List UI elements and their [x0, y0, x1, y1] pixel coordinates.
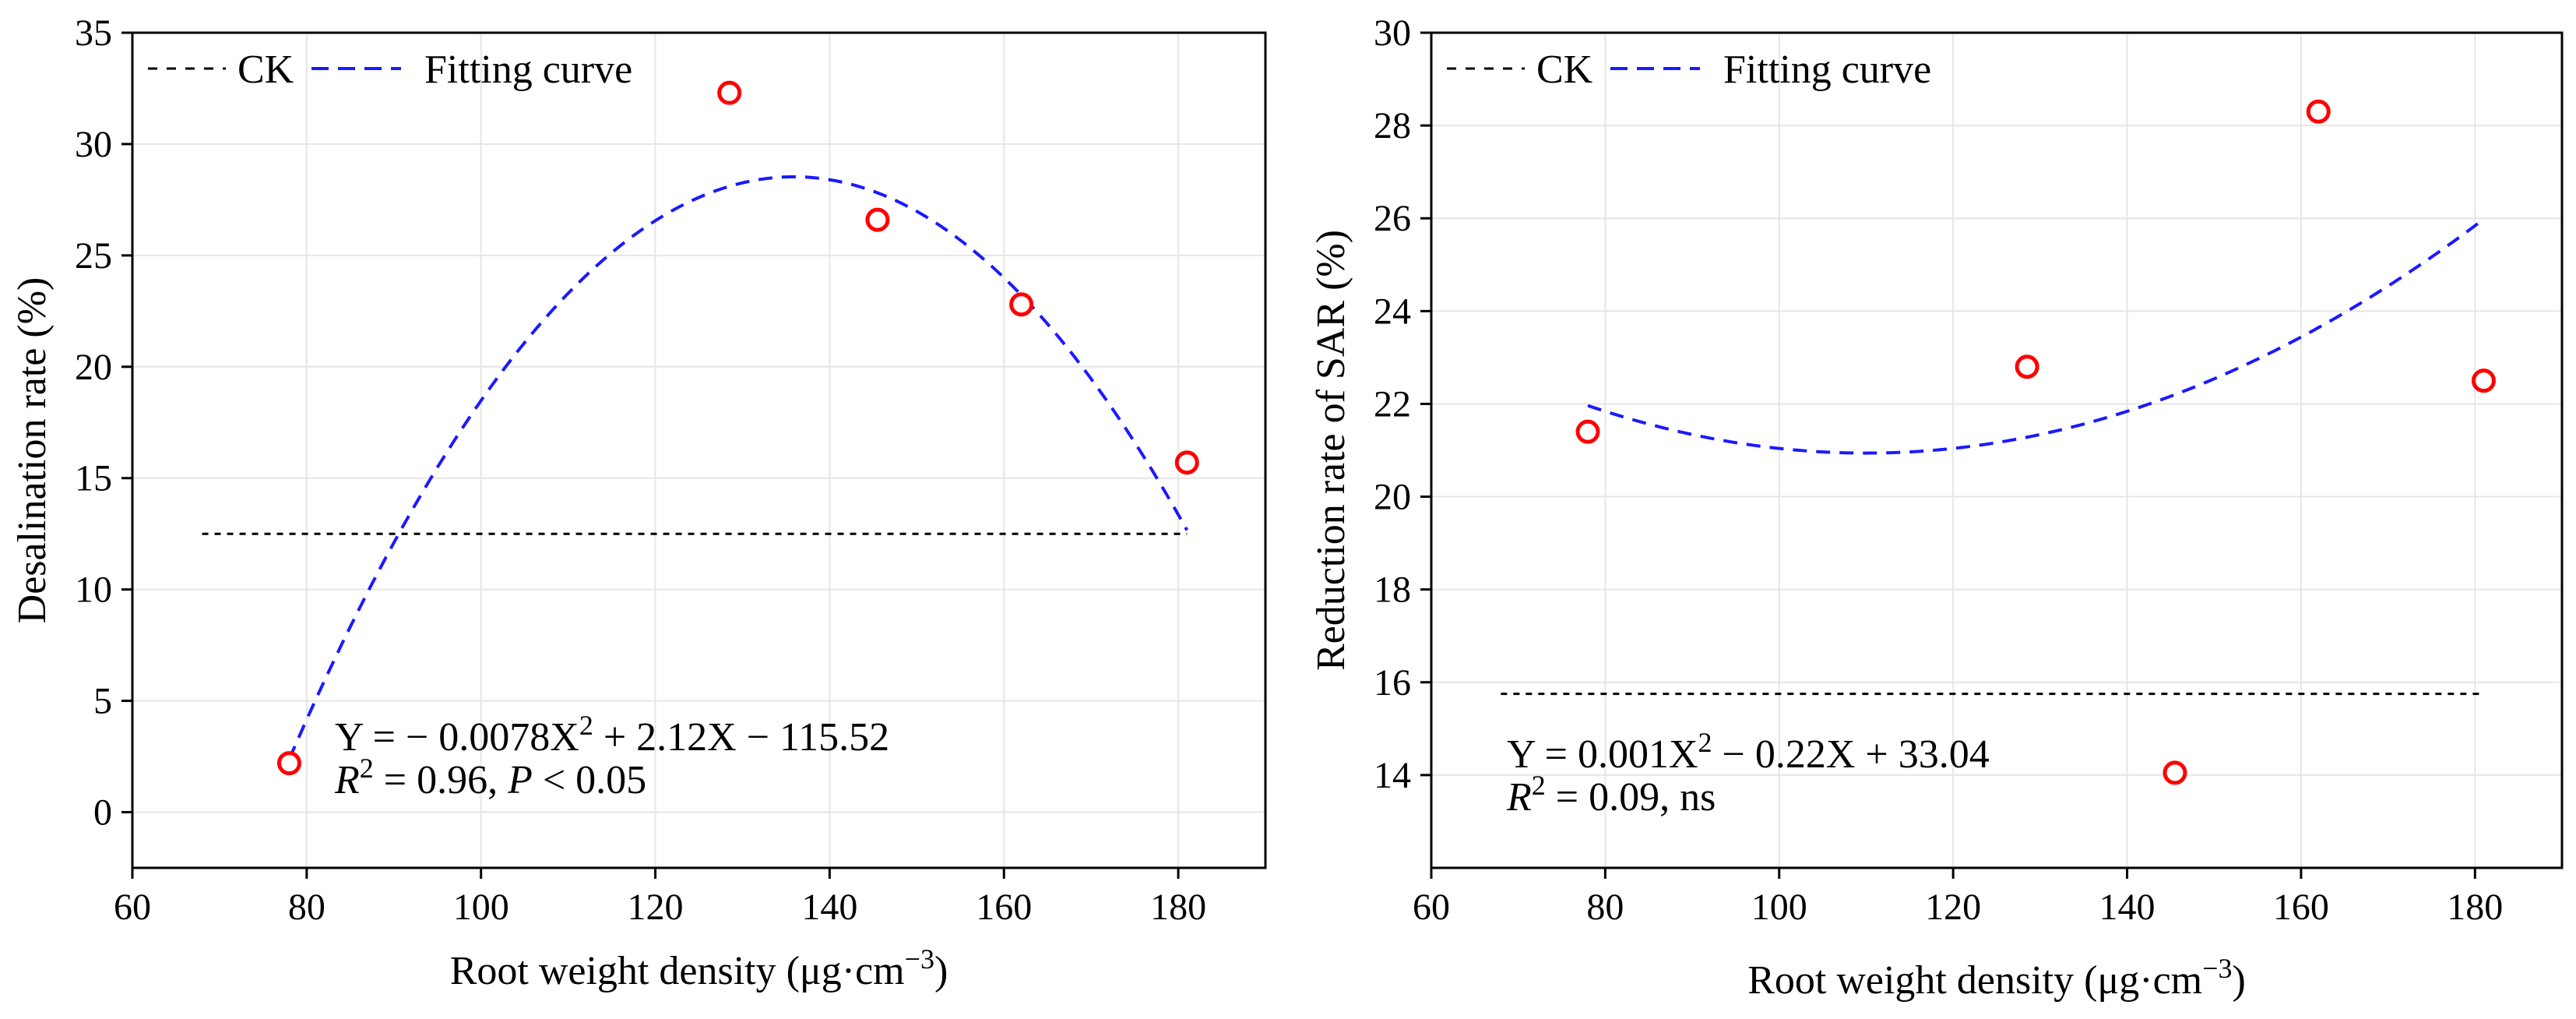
left-data-point-4	[1174, 450, 1199, 475]
right-chart-points	[1575, 99, 2496, 785]
left-y-tick-label-15: 15	[75, 458, 112, 499]
right-legend-ck-label: CK	[1536, 48, 1593, 92]
right-x-axis-label: Root weight density (μg·cm−3)	[1747, 953, 2246, 1003]
right-eq-line1-sup: 2	[1698, 727, 1712, 758]
right-chart-x-ticks: 60 80 100 120 140 160 180	[1413, 868, 2503, 928]
right-xlabel-main: Root weight density (μg·cm	[1747, 958, 2202, 1003]
left-chart-frame	[131, 31, 1267, 869]
right-data-point-0	[1575, 419, 1600, 444]
right-legend-fit-label: Fitting curve	[1723, 48, 1931, 92]
left-xlabel-main: Root weight density (μg·cm	[450, 949, 905, 993]
right-y-tick-label-26: 26	[1374, 198, 1411, 239]
left-chart-fitting-curve	[287, 175, 1189, 760]
right-eq-line2-mid: = 0.09, ns	[1546, 775, 1716, 820]
right-chart-fitting-curve	[1587, 217, 2485, 455]
left-data-point-0	[276, 751, 301, 776]
left-r-squared: R2 = 0.96, P < 0.05	[334, 753, 646, 802]
left-x-tick-label-180: 180	[1150, 887, 1206, 928]
right-x-tick-label-60: 60	[1413, 887, 1450, 928]
right-data-point-4	[2471, 368, 2496, 393]
right-equation: Y = 0.001X2 − 0.22X + 33.04	[1507, 727, 1990, 777]
right-y-tick-label-30: 30	[1374, 12, 1411, 54]
left-y-axis-label: Desalination rate (%)	[10, 277, 55, 624]
left-y-tick-label-25: 25	[75, 235, 112, 277]
left-xlabel-sup: −3	[905, 943, 934, 975]
right-x-tick-label-80: 80	[1586, 887, 1624, 928]
right-fitting-curve-path	[1587, 217, 2485, 455]
left-y-tick-label-30: 30	[75, 124, 112, 165]
left-eq-line1-sup: 2	[579, 710, 593, 741]
left-chart-points	[276, 80, 1199, 776]
right-y-tick-label-16: 16	[1374, 662, 1411, 703]
left-y-tick-label-5: 5	[93, 681, 112, 722]
left-y-tick-label-0: 0	[93, 792, 112, 834]
left-x-tick-label-140: 140	[801, 887, 857, 928]
left-y-tick-label-35: 35	[75, 12, 112, 54]
right-y-tick-label-22: 22	[1374, 383, 1411, 425]
left-eq-line2-p: P	[507, 758, 533, 802]
right-y-tick-label-18: 18	[1374, 569, 1411, 611]
right-y-tick-label-28: 28	[1374, 105, 1411, 146]
right-eq-line1-pre: Y = 0.001X	[1507, 732, 1698, 777]
left-eq-line2-r: R	[334, 758, 360, 802]
right-y-tick-label-24: 24	[1374, 291, 1411, 332]
left-x-tick-label-160: 160	[976, 887, 1032, 928]
right-y-tick-label-14: 14	[1374, 755, 1411, 796]
right-x-tick-label-160: 160	[2273, 887, 2329, 928]
left-chart-x-ticks: 60 80 100 120 140 160 180	[114, 868, 1206, 928]
left-legend-ck-label: CK	[238, 48, 294, 92]
right-y-tick-label-20: 20	[1374, 477, 1411, 518]
right-x-tick-label-100: 100	[1751, 887, 1807, 928]
right-data-point-2	[2163, 760, 2187, 785]
right-eq-line1-post: − 0.22X + 33.04	[1712, 732, 1990, 777]
left-eq-line1-post: + 2.12X − 115.52	[593, 715, 889, 760]
right-data-point-3	[2306, 99, 2331, 124]
left-eq-line2-sup: 2	[360, 753, 374, 784]
left-chart-gridlines	[132, 32, 1265, 868]
left-equation: Y = − 0.0078X2 + 2.12X − 115.52	[335, 710, 889, 760]
left-xlabel-close: )	[934, 949, 948, 993]
left-x-tick-label-80: 80	[288, 887, 326, 928]
right-chart-frame	[1430, 31, 2564, 869]
left-fitting-curve-path	[287, 175, 1189, 760]
left-data-point-3	[1009, 292, 1034, 317]
right-r-squared: R2 = 0.09, ns	[1506, 770, 1716, 820]
right-y-axis-label: Reduction rate of SAR (%)	[1309, 230, 1353, 671]
left-chart-panel: 60 80 100 120 140 160 180 0 5 10 15 20 25 30 35 CK Fi…	[10, 12, 1267, 993]
left-legend-fit-label: Fitting curve	[424, 48, 632, 92]
left-eq-line2-mid: = 0.96,	[374, 758, 508, 802]
right-x-tick-label-180: 180	[2447, 887, 2503, 928]
left-chart-y-ticks: 0 5 10 15 20 25 30 35	[75, 12, 132, 834]
left-x-tick-label-120: 120	[628, 887, 684, 928]
left-data-point-1	[717, 80, 742, 105]
right-xlabel-close: )	[2232, 958, 2245, 1003]
right-chart-gridlines	[1431, 32, 2562, 868]
left-y-tick-label-10: 10	[75, 569, 112, 611]
left-x-tick-label-100: 100	[453, 887, 509, 928]
left-y-tick-label-20: 20	[75, 347, 112, 388]
left-eq-line1-pre: Y = − 0.0078X	[335, 715, 579, 760]
right-eq-line2-r: R	[1506, 775, 1532, 820]
right-eq-line2-sup: 2	[1532, 770, 1546, 801]
left-x-axis-label: Root weight density (μg·cm−3)	[450, 943, 948, 993]
right-data-point-1	[2015, 354, 2039, 379]
right-x-tick-label-140: 140	[2099, 887, 2155, 928]
right-chart-y-ticks: 14 16 18 20 22 24 26 28 30	[1374, 12, 1431, 796]
left-x-tick-label-60: 60	[114, 887, 151, 928]
right-xlabel-sup: −3	[2202, 953, 2232, 984]
left-eq-line2-post: < 0.05	[533, 758, 646, 802]
left-data-point-2	[865, 207, 890, 232]
right-x-tick-label-120: 120	[1925, 887, 1981, 928]
